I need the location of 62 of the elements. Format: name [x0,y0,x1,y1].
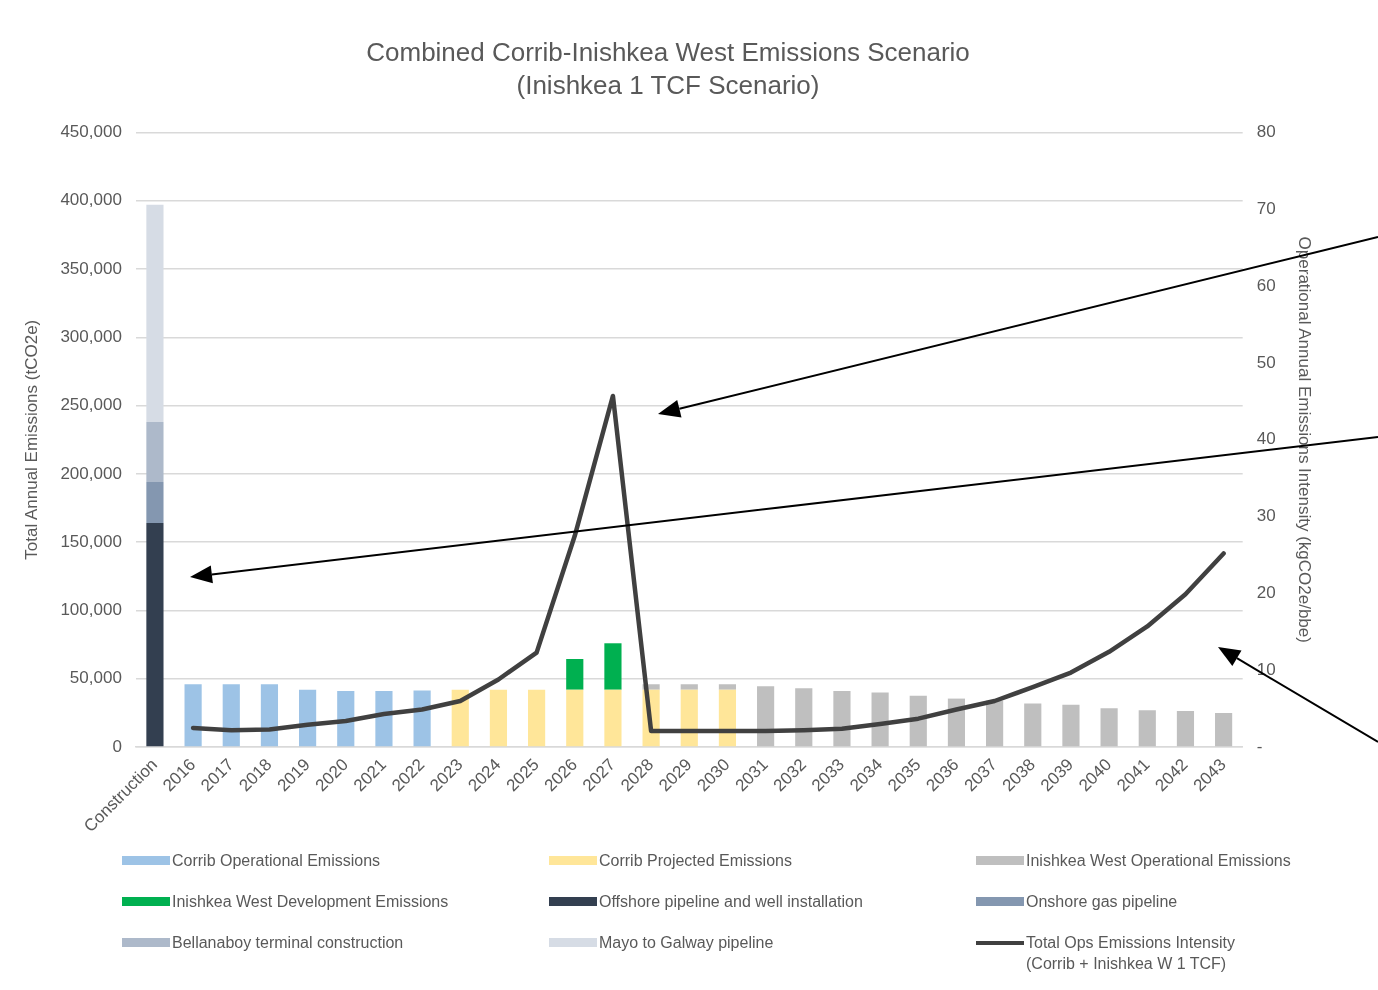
bar [375,691,393,747]
bar [1138,710,1156,747]
bar [604,643,622,690]
bar [986,700,1004,747]
y-tick-label: 400,000 [60,190,122,210]
legend-label: Inishkea West Operational Emissions [1026,851,1291,871]
bar [718,684,737,690]
legend-label: Corrib Operational Emissions [172,851,381,871]
chart-title: Combined Corrib-Inishkea West Emissions Scenario [366,36,970,67]
bar [146,421,164,483]
bar [680,684,698,690]
bar [1024,703,1042,747]
bar [413,690,431,747]
y-tick-label: 200,000 [60,463,122,483]
y-tick-label: 150,000 [60,531,122,551]
bar [718,689,737,747]
bar [795,688,813,747]
legend-label: Total Ops Emissions Intensity (Corrib + Inishkea W 1 TCF) [1026,933,1236,974]
chart-subtitle: (Inishkea 1 TCF Scenario) [516,69,820,100]
bar [146,523,164,747]
bar [680,689,698,747]
bar [299,689,317,747]
bar [566,689,584,747]
legend-label: Mayo to Galway pipeline [599,933,774,953]
legend-label: Inishkea West Development Emissions [172,892,449,912]
bar [566,658,584,690]
y-tick-label: 350,000 [60,258,122,278]
y-tick-label: 250,000 [60,395,122,415]
y2-tick-label: 30 [1256,506,1276,526]
y2-tick-label: 40 [1256,429,1276,449]
y-tick-label: 100,000 [60,600,122,620]
y2-tick-label: 70 [1256,198,1276,218]
y-tick-label: 300,000 [60,326,122,346]
bar [757,686,775,747]
bar [184,684,202,747]
y2-tick-label: 50 [1256,352,1276,372]
bar [1215,712,1233,747]
bar [489,689,508,747]
y2-tick-label: 60 [1256,275,1276,295]
legend-label: Bellanaboy terminal construction [172,933,404,953]
y2-tick-label: - [1256,736,1263,756]
y-tick-label: 450,000 [60,122,122,142]
y2-axis-title: Operational Annual Emissions Intensity (kgCO2e/bbe) [1295,236,1315,643]
bar [146,482,164,524]
bar [604,689,622,747]
bar [1176,710,1195,747]
bar [871,692,889,747]
bar [833,691,851,747]
y-tick-label: 0 [112,736,122,756]
bar [528,689,546,747]
legend-label: Onshore gas pipeline [1026,892,1178,912]
y2-tick-label: 80 [1256,122,1276,142]
bar [1100,708,1118,747]
bar [260,684,279,747]
bar [337,691,355,747]
legend-label: Offshore pipeline and well installation [599,892,863,912]
y-tick-label: 50,000 [69,668,122,688]
y-axis-title: Total Annual Emissions (tCO2e) [21,319,41,560]
bar [1062,704,1080,747]
legend-label: Corrib Projected Emissions [599,851,792,871]
y2-tick-label: 20 [1256,583,1276,603]
bar [222,684,240,747]
